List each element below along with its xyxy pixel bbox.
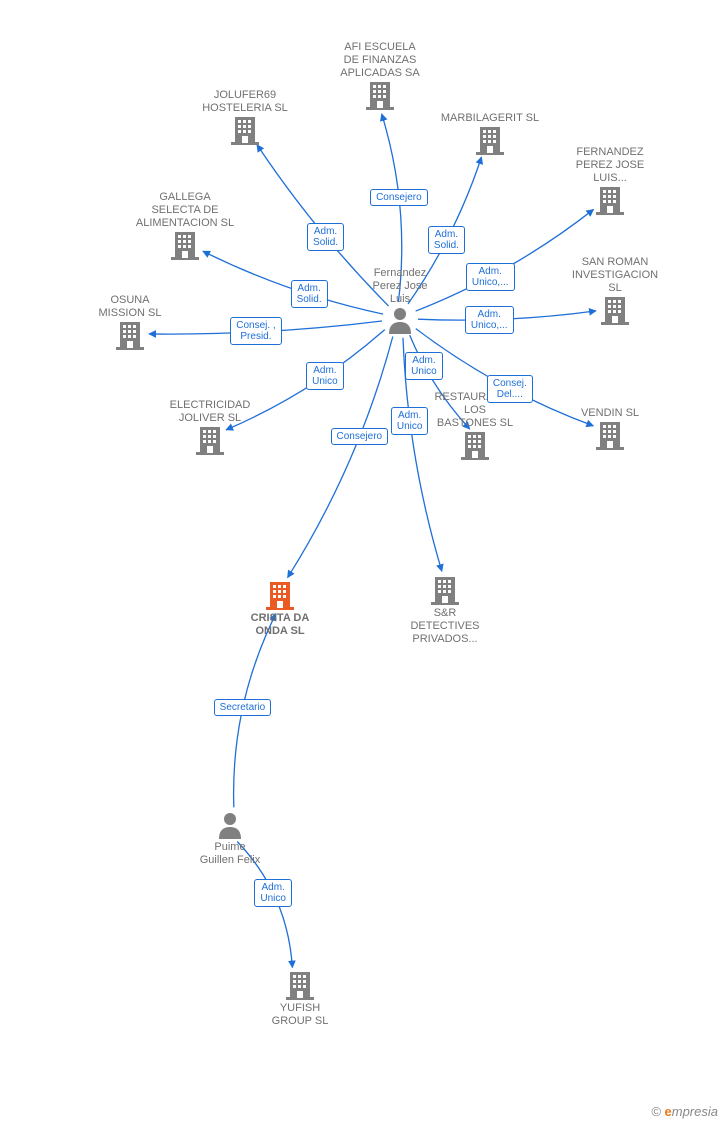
building-icon bbox=[125, 230, 245, 260]
company-node-marbilagerit: MARBILAGERIT SL bbox=[430, 110, 550, 155]
edge-label: Adm. Unico bbox=[306, 362, 344, 390]
node-label: YUFISH GROUP SL bbox=[240, 1002, 360, 1028]
company-node-crista: CRISTA DA ONDA SL bbox=[220, 580, 340, 638]
building-icon bbox=[385, 575, 505, 605]
brand-first-letter: e bbox=[665, 1104, 672, 1119]
person-icon bbox=[170, 811, 290, 839]
building-icon bbox=[555, 295, 675, 325]
node-label: Fernandez Perez Jose Luis bbox=[340, 267, 460, 306]
edge-label: Adm. Solid. bbox=[307, 223, 344, 251]
node-label: AFI ESCUELA DE FINANZAS APLICADAS SA bbox=[320, 41, 440, 80]
edge-label: Adm. Solid. bbox=[291, 280, 328, 308]
building-icon bbox=[220, 580, 340, 610]
company-node-fernandez_co: FERNANDEZ PEREZ JOSE LUIS... bbox=[550, 144, 670, 215]
edge-label: Adm. Unico,... bbox=[465, 306, 514, 334]
node-label: OSUNA MISSION SL bbox=[70, 294, 190, 320]
company-node-yufish: YUFISH GROUP SL bbox=[240, 970, 360, 1028]
edge-label: Secretario bbox=[214, 699, 272, 716]
company-node-afi: AFI ESCUELA DE FINANZAS APLICADAS SA bbox=[320, 39, 440, 110]
building-icon bbox=[550, 185, 670, 215]
copyright-symbol: © bbox=[651, 1104, 661, 1119]
edge-label: Consej. , Presid. bbox=[230, 317, 281, 345]
building-icon bbox=[415, 430, 535, 460]
building-icon bbox=[240, 970, 360, 1000]
person-node-puime: Puime Guillen Felix bbox=[170, 811, 290, 867]
edge-label: Consej. Del.... bbox=[487, 375, 533, 403]
edge-label: Consejero bbox=[370, 189, 428, 206]
node-label: SAN ROMAN INVESTIGACION SL bbox=[555, 256, 675, 295]
node-label: S&R DETECTIVES PRIVADOS... bbox=[385, 607, 505, 646]
brand-rest: mpresia bbox=[672, 1104, 718, 1119]
company-node-osuna: OSUNA MISSION SL bbox=[70, 292, 190, 350]
edge-label: Adm. Unico bbox=[405, 352, 443, 380]
company-node-detectives: S&R DETECTIVES PRIVADOS... bbox=[385, 575, 505, 646]
edge-label: Adm. Unico bbox=[391, 407, 429, 435]
node-label: ELECTRICIDAD JOLIVER SL bbox=[150, 399, 270, 425]
edge-label: Consejero bbox=[331, 428, 389, 445]
node-label: VENDIN SL bbox=[550, 407, 670, 420]
node-label: CRISTA DA ONDA SL bbox=[220, 612, 340, 638]
company-node-jolufer: JOLUFER69 HOSTELERIA SL bbox=[185, 87, 305, 145]
person-icon bbox=[340, 306, 460, 334]
company-node-sanroman: SAN ROMAN INVESTIGACION SL bbox=[555, 254, 675, 325]
building-icon bbox=[550, 420, 670, 450]
building-icon bbox=[185, 115, 305, 145]
edge-label: Adm. Solid. bbox=[428, 226, 465, 254]
edge-label: Adm. Unico,... bbox=[466, 263, 515, 291]
building-icon bbox=[150, 425, 270, 455]
building-icon bbox=[70, 320, 190, 350]
building-icon bbox=[320, 80, 440, 110]
edge-label: Adm. Unico bbox=[254, 879, 292, 907]
node-label: Puime Guillen Felix bbox=[170, 841, 290, 867]
company-node-electricidad: ELECTRICIDAD JOLIVER SL bbox=[150, 397, 270, 455]
company-node-gallega: GALLEGA SELECTA DE ALIMENTACION SL bbox=[125, 189, 245, 260]
building-icon bbox=[430, 125, 550, 155]
node-label: JOLUFER69 HOSTELERIA SL bbox=[185, 89, 305, 115]
company-node-vendin: VENDIN SL bbox=[550, 405, 670, 450]
node-label: MARBILAGERIT SL bbox=[430, 112, 550, 125]
person-node-fernandez: Fernandez Perez Jose Luis bbox=[340, 265, 460, 334]
watermark: © empresia bbox=[651, 1104, 718, 1119]
node-label: FERNANDEZ PEREZ JOSE LUIS... bbox=[550, 146, 670, 185]
node-label: GALLEGA SELECTA DE ALIMENTACION SL bbox=[125, 191, 245, 230]
